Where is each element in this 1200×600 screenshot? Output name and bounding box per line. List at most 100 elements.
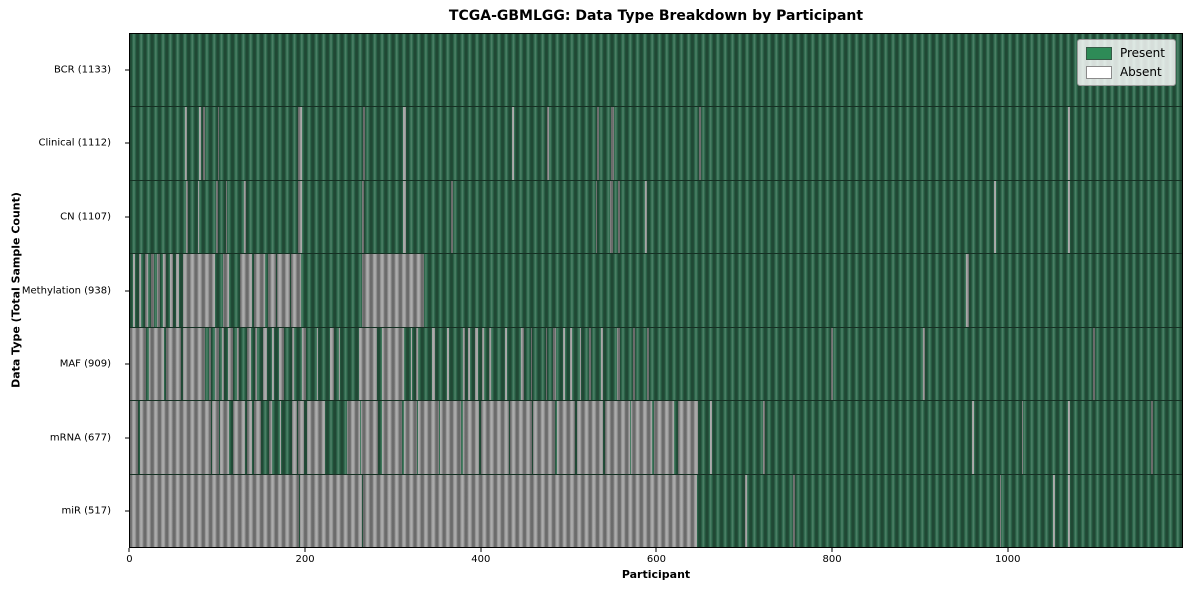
absent-span [403, 401, 417, 474]
absent-span [966, 254, 969, 327]
absent-span [253, 254, 265, 327]
y-tick-label-cn: CN (1107) [60, 211, 111, 223]
absent-span [279, 327, 285, 401]
absent-span [1068, 180, 1070, 254]
absent-span [197, 180, 200, 254]
absent-span [222, 327, 224, 401]
absent-span [382, 401, 402, 474]
absent-span [246, 327, 251, 401]
absent-span [831, 327, 834, 401]
absent-span [618, 180, 621, 254]
absent-span [215, 327, 219, 401]
absent-span [233, 401, 245, 474]
absent-span [553, 327, 557, 401]
absent-span [447, 327, 450, 401]
absent-span [239, 254, 252, 327]
absent-span [220, 401, 230, 474]
absent-span [418, 401, 439, 474]
absent-span [329, 327, 335, 401]
row-methylation [130, 253, 1182, 327]
absent-span [291, 254, 301, 327]
absent-span [520, 327, 524, 401]
absent-span [363, 474, 698, 547]
absent-span [382, 327, 404, 401]
absent-span [130, 474, 300, 547]
y-tick-mark [125, 437, 129, 439]
absent-span [255, 327, 258, 401]
legend-swatch-present [1085, 46, 1112, 60]
x-tick-label: 200 [295, 554, 315, 565]
absent-span [316, 327, 319, 401]
x-tick-mark [1007, 548, 1009, 552]
absent-span [677, 401, 699, 474]
absent-span [475, 327, 479, 401]
y-tick-label-maf: MAF (909) [59, 358, 111, 370]
absent-span [745, 474, 748, 547]
y-tick-mark [125, 510, 129, 512]
absent-span [208, 327, 211, 401]
absent-span [512, 107, 514, 180]
absent-span [130, 327, 146, 401]
absent-span [698, 107, 701, 180]
absent-span [277, 254, 291, 327]
absent-span [307, 401, 326, 474]
y-tick-label-methylation: Methylation (938) [21, 285, 111, 296]
y-tick-mark [125, 216, 129, 218]
absent-span [432, 327, 436, 401]
absent-span [212, 401, 219, 474]
absent-span [463, 327, 465, 401]
x-tick-mark [128, 548, 130, 552]
x-tick-label: 600 [646, 554, 666, 565]
bar-texture [130, 327, 1182, 401]
y-tick-label-clinical: Clinical (1112) [38, 137, 112, 149]
absent-span [225, 180, 228, 254]
bar-texture [130, 180, 1182, 254]
absent-span [468, 327, 471, 401]
absent-span [170, 254, 173, 327]
absent-span [185, 107, 187, 180]
absent-span [228, 327, 233, 401]
absent-span [579, 327, 582, 401]
absent-span [199, 107, 201, 180]
absent-span [505, 327, 507, 401]
absent-span [182, 327, 206, 401]
x-tick-mark [655, 548, 657, 552]
absent-span [762, 401, 765, 474]
y-tick-label-mrna: mRNA (677) [49, 432, 111, 444]
absent-span [710, 401, 713, 474]
x-tick-label: 1000 [995, 554, 1021, 565]
absent-span [600, 327, 603, 401]
absent-span [292, 327, 294, 401]
absent-span [1093, 327, 1096, 401]
absent-span [792, 474, 795, 547]
absent-span [545, 327, 548, 401]
absent-span [609, 180, 614, 254]
absent-span [292, 401, 297, 474]
y-tick-mark [125, 290, 129, 291]
absent-span [361, 401, 379, 474]
absent-span [222, 254, 230, 327]
x-tick-label: 400 [471, 554, 491, 565]
absent-span [482, 327, 485, 401]
absent-span [130, 401, 138, 474]
absent-span [263, 327, 267, 401]
absent-span [267, 254, 277, 327]
absent-span [489, 327, 492, 401]
absent-span [338, 327, 341, 401]
y-tick-label-mir: miR (517) [61, 505, 111, 517]
absent-span [654, 401, 675, 474]
absent-span [1068, 401, 1070, 474]
absent-span [298, 107, 302, 180]
absent-span [1053, 474, 1055, 547]
plot-area: Present Absent [129, 33, 1183, 548]
absent-span [440, 401, 462, 474]
absent-span [300, 474, 363, 547]
absent-span [202, 107, 205, 180]
absent-span [463, 401, 479, 474]
absent-span [589, 327, 592, 401]
absent-span [151, 254, 154, 327]
y-tick-mark [125, 363, 129, 365]
absent-span [1068, 107, 1070, 180]
absent-span [182, 254, 216, 327]
absent-span [1068, 474, 1070, 547]
